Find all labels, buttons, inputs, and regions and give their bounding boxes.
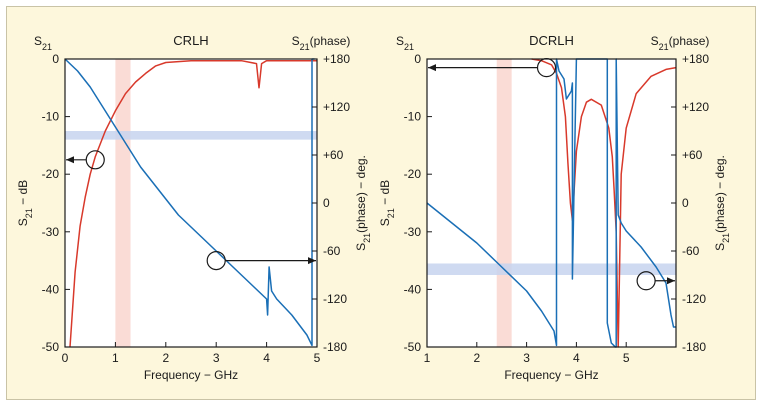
panel-2-y-right-axis-label: S21(phase) − deg.: [713, 155, 731, 251]
panel-2-y-left-tick-label: -30: [404, 225, 422, 239]
figure-panel: 0 1 2 3 4 5 0 -10 -20 -30 -40 -50 +180 +120 +60 0 -60 -12…: [6, 6, 756, 400]
panel-1-pink-band: [115, 59, 131, 347]
panel-1-y-right-tick-label: +120: [323, 100, 350, 114]
panel-2-magnitude-line: [531, 58, 677, 348]
panel-2-y-right-tick-label: +60: [682, 148, 703, 162]
panel-2-x-axis-label: Frequency − GHz: [504, 368, 598, 382]
panel-2-y-right-tick-label: 0: [682, 196, 689, 210]
panel-2-x-tick-label: 5: [623, 351, 630, 365]
panel-2-y-right-tick-label: -180: [682, 340, 706, 354]
panel-1-annotation-arrowhead: [66, 156, 74, 164]
panel-2-y-left-tick-label: -40: [404, 282, 422, 296]
panel-1-magnitude-line: [69, 59, 317, 348]
panel-1-x-tick-label: 0: [62, 351, 69, 365]
panel-1-y-right-tick-label: -60: [323, 244, 341, 258]
panel-1-x-tick-label: 4: [263, 351, 270, 365]
panel-2-x-tick-label: 4: [573, 351, 580, 365]
panel-1-y-left-tick-label: -10: [42, 110, 60, 124]
panel-2-y-right-tick-label: -120: [682, 292, 706, 306]
panel-1-y-left-tick-label: -40: [42, 282, 60, 296]
panel-1-right-axis-top-label: S21(phase): [292, 34, 351, 52]
panel-1-x-tick-label: 5: [314, 351, 321, 365]
panel-1-x-tick-label: 3: [213, 351, 220, 365]
panel-1-y-left-tick-label: -50: [42, 340, 60, 354]
panel-2-x-tick-label: 2: [473, 351, 480, 365]
panel-1-y-left-axis-label: S21 − dB: [16, 180, 34, 226]
panel-1-annotation-arrowhead: [308, 257, 316, 265]
panel-1-blue-band: [65, 131, 317, 140]
panel-1-phase-line: [64, 58, 315, 347]
panel-1-y-right-tick-label: -180: [323, 340, 347, 354]
panel-1-y-right-axis-label: S21(phase) − deg.: [354, 155, 372, 251]
panel-2-blue-band: [427, 263, 676, 275]
panel-2-y-right-tick-label: +120: [682, 100, 709, 114]
panel-2-left-axis-top-label: S21: [396, 34, 414, 52]
panel-1-y-left-tick-label: -20: [42, 167, 60, 181]
panel-2-x-tick-label: 3: [523, 351, 530, 365]
panel-1-x-axis-label: Frequency − GHz: [144, 368, 238, 382]
panel-2-annotation-arrowhead: [428, 64, 436, 72]
panel-1-plot-area: [65, 59, 317, 347]
panel-1-y-right-tick-label: -120: [323, 292, 347, 306]
panel-1-left-axis-top-label: S21: [34, 34, 52, 52]
panel-2-y-right-tick-label: -60: [682, 244, 700, 258]
panel-2-y-left-tick-label: -10: [404, 110, 422, 124]
panel-2-y-left-axis-label: S21 − dB: [378, 180, 396, 226]
panel-2-y-left-tick-label: 0: [414, 52, 421, 66]
panel-2-title: DCRLH: [529, 33, 574, 48]
panel-2-y-left-tick-label: -50: [404, 340, 422, 354]
charts-canvas: 0 1 2 3 4 5 0 -10 -20 -30 -40 -50 +180 +120 +60 0 -60 -12…: [16, 33, 731, 382]
panel-1-y-right-tick-label: 0: [323, 196, 330, 210]
panel-2-annotation-arrowhead: [667, 277, 675, 285]
panel-2-y-right-tick-label: +180: [682, 52, 709, 66]
panel-1-x-tick-label: 1: [112, 351, 119, 365]
panel-1-title: CRLH: [173, 33, 208, 48]
panel-2-y-left-tick-label: -20: [404, 167, 422, 181]
panel-2-right-axis-top-label: S21(phase): [651, 34, 710, 52]
panel-1-y-left-tick-label: -30: [42, 225, 60, 239]
panel-2-x-tick-label: 1: [424, 351, 431, 365]
panel-1-y-right-tick-label: +60: [323, 148, 344, 162]
panel-2-pink-band: [496, 59, 512, 347]
panel-1-x-tick-label: 2: [162, 351, 169, 365]
panel-1-y-left-tick-label: 0: [52, 52, 59, 66]
panel-2-plot-area: [427, 59, 676, 347]
panel-1-y-right-tick-label: +180: [323, 52, 350, 66]
